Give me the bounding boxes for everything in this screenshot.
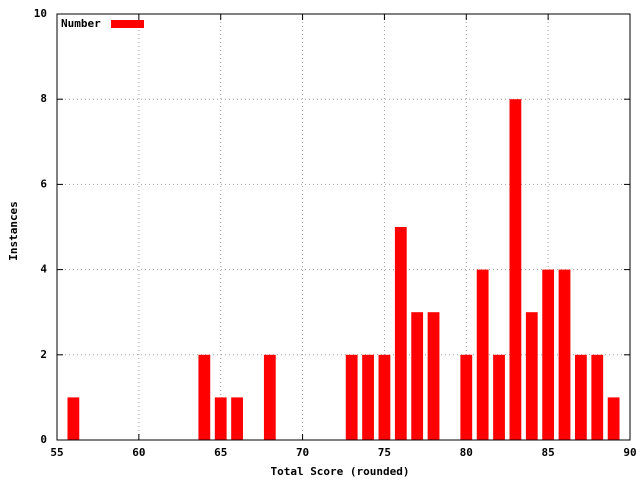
- bar: [460, 354, 473, 440]
- bar: [542, 269, 555, 440]
- legend-swatch: [111, 20, 144, 28]
- bar: [214, 397, 227, 440]
- bar: [67, 397, 80, 440]
- bar: [427, 312, 440, 440]
- y-tick-label: 10: [34, 7, 47, 20]
- x-tick-label: 55: [50, 446, 63, 459]
- x-tick-label: 65: [214, 446, 227, 459]
- x-tick-label: 60: [132, 446, 145, 459]
- bar: [378, 354, 391, 440]
- y-axis-label: Instances: [7, 201, 20, 261]
- bar: [263, 354, 276, 440]
- x-tick-label: 85: [542, 446, 555, 459]
- bar: [509, 99, 522, 440]
- y-tick-label: 2: [40, 348, 47, 361]
- x-axis-label: Total Score (rounded): [270, 465, 409, 478]
- y-tick-label: 6: [40, 177, 47, 190]
- bar: [493, 354, 505, 440]
- y-tick-label: 0: [40, 433, 47, 446]
- bar: [476, 269, 489, 440]
- y-tick-label: 4: [40, 263, 47, 276]
- plot-frame: [56, 13, 631, 441]
- bar: [411, 312, 424, 440]
- x-tick-label: 75: [378, 446, 391, 459]
- bar: [362, 354, 374, 440]
- bar: [525, 312, 538, 440]
- bar: [198, 354, 211, 440]
- legend-label: Number: [61, 17, 101, 30]
- bar: [558, 269, 571, 440]
- x-tick-label: 70: [296, 446, 309, 459]
- bar: [574, 354, 587, 440]
- y-tick-label: 8: [40, 92, 47, 105]
- bar: [591, 354, 604, 440]
- bar: [345, 354, 358, 440]
- x-tick-label: 80: [460, 446, 473, 459]
- bar: [607, 397, 620, 440]
- bar: [231, 397, 243, 440]
- bar: [394, 227, 407, 440]
- x-tick-label: 90: [623, 446, 636, 459]
